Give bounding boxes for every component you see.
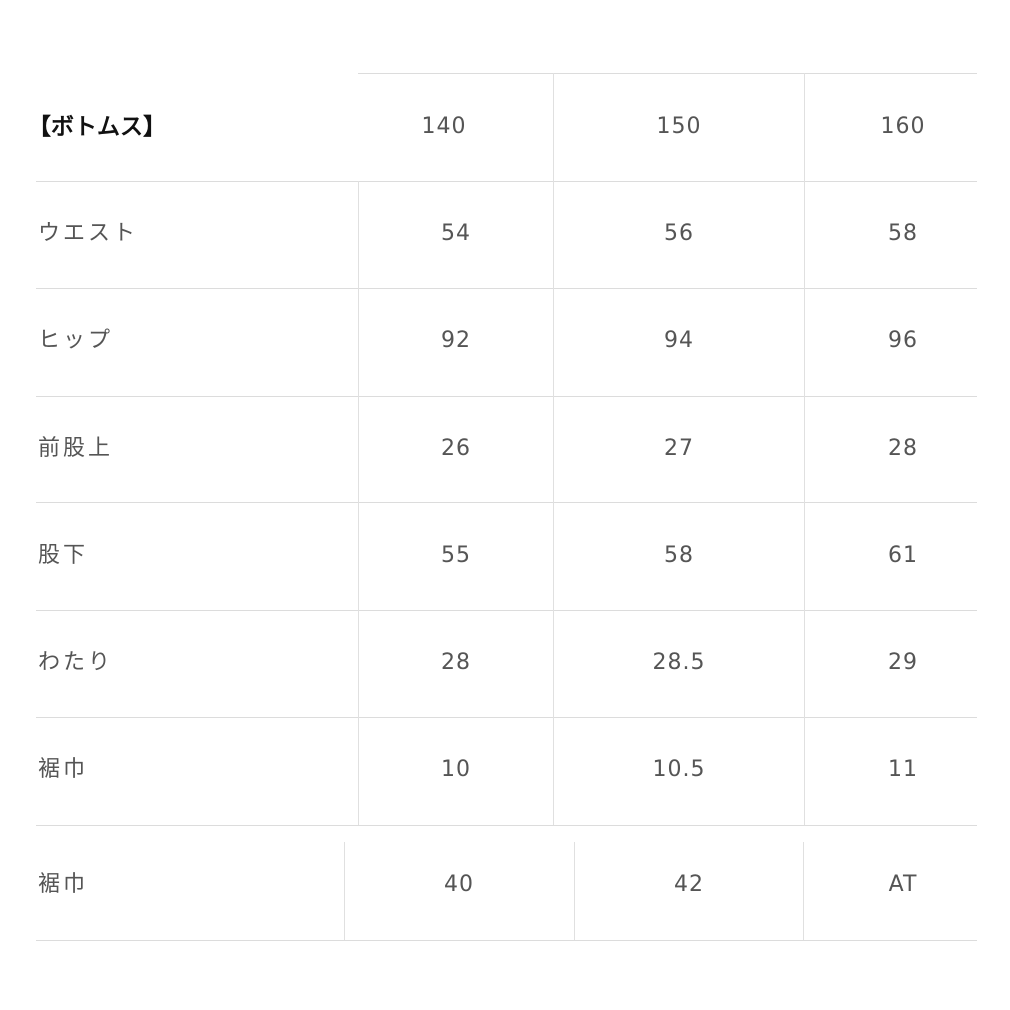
table-title: 【ボトムス】 <box>28 114 166 140</box>
cell: 92 <box>441 328 471 353</box>
divider <box>803 842 804 940</box>
row-label: 股下 <box>38 543 89 568</box>
size-header: 140 <box>421 114 467 139</box>
cell: 96 <box>888 328 918 353</box>
divider <box>36 396 977 397</box>
divider <box>574 842 575 940</box>
cell: 28 <box>441 650 471 675</box>
cell: 61 <box>888 543 918 568</box>
divider <box>553 73 554 825</box>
divider <box>358 73 977 74</box>
cell: 10.5 <box>652 757 706 782</box>
row-label: ウエスト <box>38 221 139 246</box>
cell: 40 <box>444 872 474 897</box>
row-label: わたり <box>38 650 114 675</box>
row-label: 前股上 <box>38 436 114 461</box>
divider <box>36 502 977 503</box>
divider <box>36 181 977 182</box>
cell: 27 <box>664 436 694 461</box>
cell: 55 <box>441 543 471 568</box>
divider <box>36 610 977 611</box>
cell: 11 <box>888 757 918 782</box>
cell: 54 <box>441 221 471 246</box>
cell: 58 <box>664 543 694 568</box>
cell: 29 <box>888 650 918 675</box>
cell: 58 <box>888 221 918 246</box>
cell: 28 <box>888 436 918 461</box>
divider <box>804 73 805 825</box>
divider <box>36 288 977 289</box>
row-label: ヒップ <box>38 328 114 353</box>
cell: 56 <box>664 221 694 246</box>
cell: 94 <box>664 328 694 353</box>
size-header: 150 <box>656 114 702 139</box>
divider <box>36 940 977 941</box>
cell: 42 <box>674 872 704 897</box>
divider <box>344 842 345 940</box>
row-label: 裾巾 <box>38 872 89 897</box>
size-header: 160 <box>880 114 926 139</box>
row-label: 裾巾 <box>38 757 89 782</box>
cell: 10 <box>441 757 471 782</box>
divider <box>36 825 977 826</box>
divider <box>358 181 359 825</box>
cell: AT <box>888 872 918 897</box>
divider <box>36 717 977 718</box>
cell: 26 <box>441 436 471 461</box>
cell: 28.5 <box>652 650 706 675</box>
